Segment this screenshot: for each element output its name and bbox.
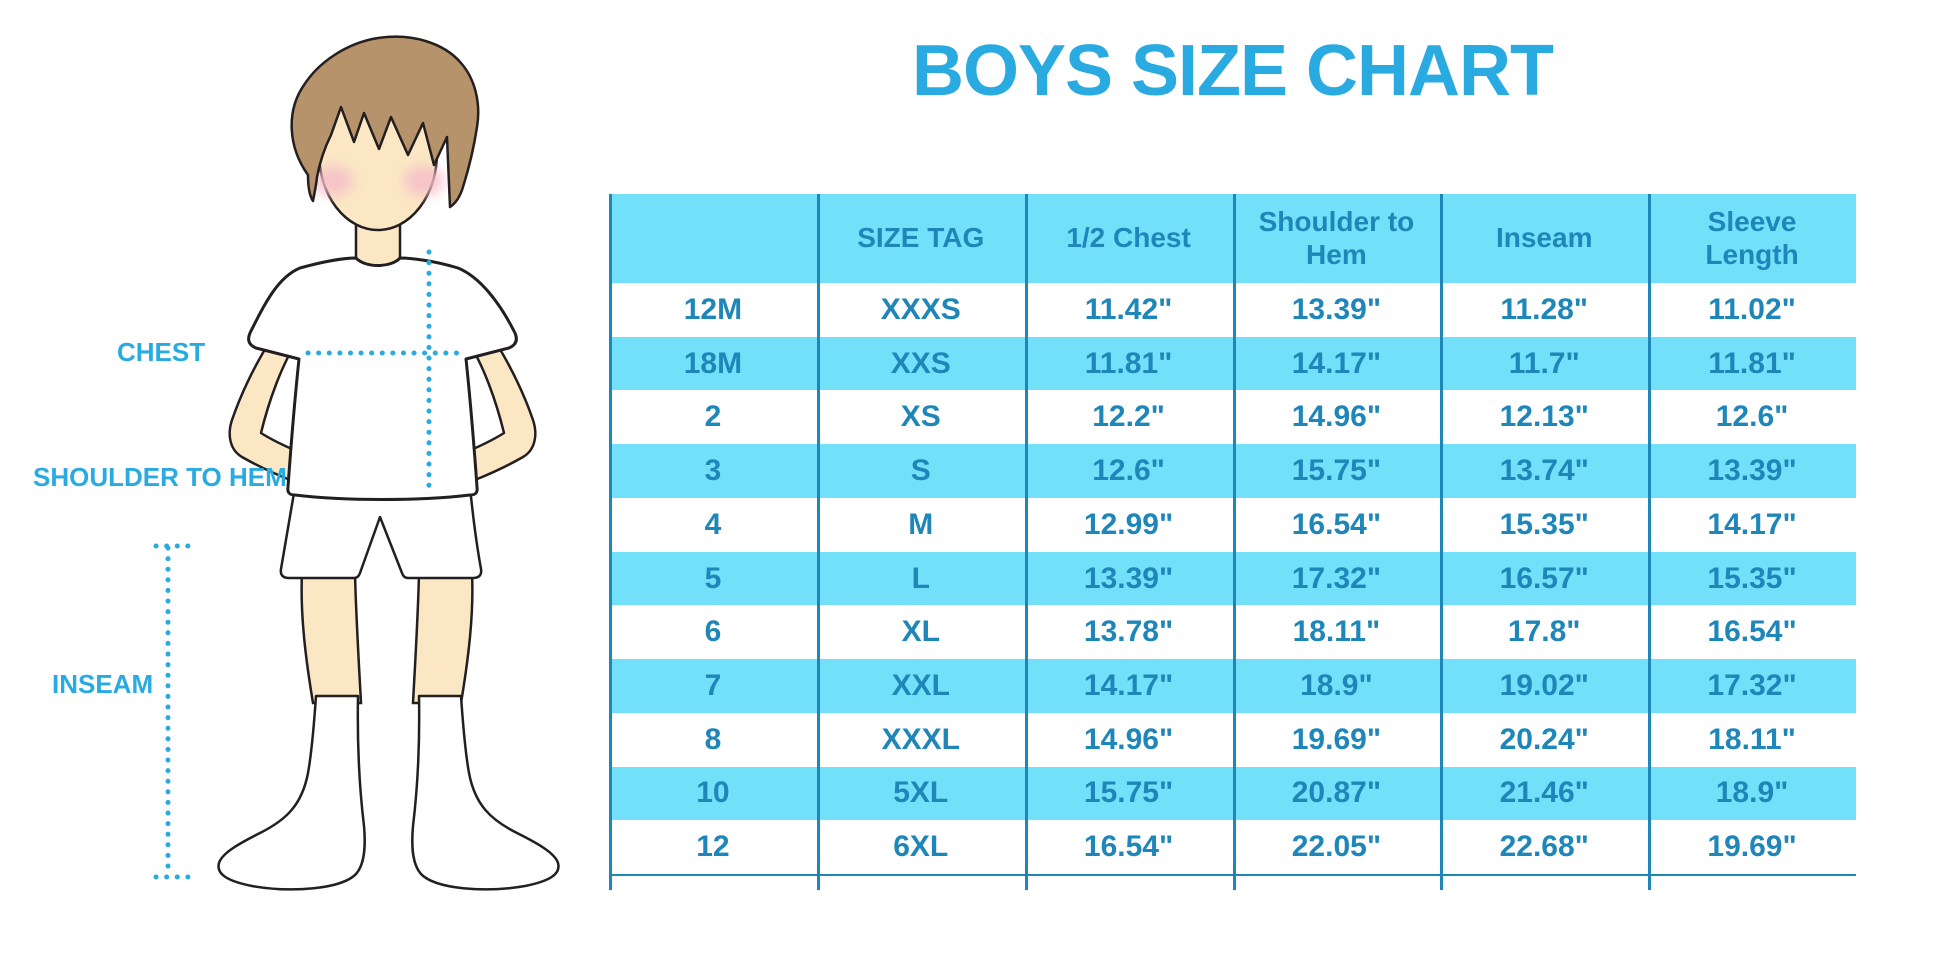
cell-sleeve-length: 18.9" bbox=[1715, 776, 1789, 810]
inseam-label: INSEAM bbox=[52, 669, 154, 699]
cheek-left bbox=[313, 166, 353, 196]
cell-sleeve-length: 11.02" bbox=[1708, 292, 1796, 326]
hair bbox=[290, 35, 480, 209]
column-divider bbox=[1024, 194, 1028, 890]
cell-size-tag: XS bbox=[900, 400, 941, 434]
cell-shoulder-to-hem: 16.54" bbox=[1291, 507, 1382, 541]
table-row: 12 6XL 16.54" 22.05" 22.68" 19.69" bbox=[609, 820, 1856, 874]
cell-inseam: 17.8" bbox=[1507, 615, 1581, 649]
cell-sleeve-length: 11.81" bbox=[1708, 346, 1796, 380]
cell-half-chest: 13.78" bbox=[1083, 615, 1174, 649]
cell-shoulder-to-hem: 14.17" bbox=[1291, 346, 1382, 380]
column-divider bbox=[1440, 194, 1444, 890]
cell-sleeve-length: 19.69" bbox=[1707, 830, 1797, 864]
cell-half-chest: 11.42" bbox=[1084, 292, 1173, 326]
cell-half-chest: 14.17" bbox=[1083, 669, 1174, 702]
cell-age: 12 bbox=[696, 830, 730, 864]
column-divider bbox=[1648, 194, 1652, 890]
cell-inseam: 21.46" bbox=[1499, 776, 1589, 810]
cell-half-chest: 14.96" bbox=[1083, 722, 1174, 756]
cell-size-tag: XXXS bbox=[880, 292, 961, 326]
cell-inseam: 20.24" bbox=[1499, 722, 1589, 756]
cell-shoulder-to-hem: 22.05" bbox=[1291, 830, 1382, 864]
table-row: 8 XXXL 14.96" 19.69" 20.24" 18.11" bbox=[609, 713, 1856, 767]
cell-sleeve-length: 16.54" bbox=[1707, 615, 1797, 649]
cell-size-tag: M bbox=[908, 507, 934, 541]
cell-sleeve-length: 14.17" bbox=[1707, 507, 1797, 541]
cell-sleeve-length: 17.32" bbox=[1707, 669, 1797, 702]
cell-sleeve-length: 18.11" bbox=[1708, 722, 1796, 756]
cell-age: 4 bbox=[704, 507, 722, 541]
cell-shoulder-to-hem: 18.9" bbox=[1300, 669, 1373, 702]
cell-inseam: 11.7" bbox=[1508, 346, 1580, 380]
table-row: 4 M 12.99" 16.54" 15.35" 14.17" bbox=[609, 498, 1856, 552]
cell-half-chest: 12.99" bbox=[1083, 507, 1174, 541]
left-leg bbox=[300, 571, 363, 705]
cell-sleeve-length: 12.6" bbox=[1715, 400, 1789, 434]
header-cell-half-chest: 1/2 Chest bbox=[1066, 222, 1191, 254]
cell-age: 5 bbox=[704, 561, 722, 595]
cell-inseam: 11.28" bbox=[1500, 292, 1589, 326]
table-bottom-border bbox=[609, 874, 1856, 876]
cell-age: 8 bbox=[704, 722, 722, 756]
cell-age: 12M bbox=[683, 292, 743, 326]
cheek-right bbox=[404, 166, 444, 196]
header-cell-size-tag: SIZE TAG bbox=[857, 222, 985, 254]
cell-half-chest: 15.75" bbox=[1083, 776, 1174, 810]
cell-age: 3 bbox=[704, 454, 722, 488]
cell-inseam: 22.68" bbox=[1499, 830, 1589, 864]
cell-half-chest: 16.54" bbox=[1083, 830, 1174, 864]
cell-size-tag: L bbox=[911, 561, 930, 595]
right-leg bbox=[411, 571, 474, 705]
right-sock bbox=[411, 694, 560, 891]
shoulder-to-hem-label: SHOULDER TO HEM bbox=[33, 462, 287, 492]
cell-shoulder-to-hem: 20.87" bbox=[1291, 776, 1382, 810]
table-row: 2 XS 12.2" 14.96" 12.13" 12.6" bbox=[609, 390, 1856, 444]
chest-label: CHEST bbox=[117, 337, 206, 367]
boy-measurement-figure bbox=[153, 35, 560, 891]
cell-age: 2 bbox=[704, 400, 722, 434]
left-sock bbox=[217, 694, 366, 891]
cell-shoulder-to-hem: 18.11" bbox=[1292, 615, 1381, 649]
cell-shoulder-to-hem: 13.39" bbox=[1291, 292, 1382, 326]
cell-shoulder-to-hem: 19.69" bbox=[1291, 722, 1382, 756]
cell-shoulder-to-hem: 14.96" bbox=[1291, 400, 1382, 434]
header-cell-empty bbox=[609, 194, 817, 283]
cell-size-tag: XXL bbox=[891, 669, 950, 702]
table-row: 12M XXXS 11.42" 13.39" 11.28" 11.02" bbox=[609, 283, 1856, 337]
cell-sleeve-length: 15.35" bbox=[1707, 561, 1797, 595]
header-cell-sleeve-length: Sleeve Length bbox=[1705, 206, 1799, 270]
table-row: 6 XL 13.78" 18.11" 17.8" 16.54" bbox=[609, 605, 1856, 659]
cell-half-chest: 11.81" bbox=[1084, 346, 1173, 380]
cell-sleeve-length: 13.39" bbox=[1707, 454, 1797, 488]
page-title: BOYS SIZE CHART bbox=[911, 31, 1554, 111]
cell-size-tag: 5XL bbox=[893, 776, 949, 810]
cell-half-chest: 12.6" bbox=[1092, 454, 1165, 488]
column-divider bbox=[1232, 194, 1236, 890]
t-shirt bbox=[247, 256, 518, 501]
cell-inseam: 13.74" bbox=[1499, 454, 1589, 488]
cell-age: 6 bbox=[704, 615, 722, 649]
cell-age: 10 bbox=[696, 776, 730, 810]
cell-size-tag: 6XL bbox=[893, 830, 949, 864]
boys-size-table: SIZE TAG 1/2 Chest Shoulder to Hem Inseam Sl… bbox=[609, 194, 1856, 890]
cell-half-chest: 13.39" bbox=[1083, 561, 1174, 595]
cell-shoulder-to-hem: 15.75" bbox=[1291, 454, 1382, 488]
cell-size-tag: XL bbox=[901, 615, 940, 649]
header-cell-shoulder-to-hem: Shoulder to Hem bbox=[1258, 206, 1415, 270]
cell-age: 18M bbox=[683, 346, 743, 380]
cell-shoulder-to-hem: 17.32" bbox=[1291, 561, 1382, 595]
cell-age: 7 bbox=[704, 669, 722, 702]
column-divider bbox=[816, 194, 820, 890]
cell-inseam: 19.02" bbox=[1499, 669, 1589, 702]
cell-half-chest: 12.2" bbox=[1092, 400, 1165, 434]
cell-size-tag: XXXL bbox=[881, 722, 960, 756]
cell-size-tag: XXS bbox=[890, 346, 951, 380]
column-divider bbox=[609, 194, 612, 890]
header-cell-inseam: Inseam bbox=[1495, 222, 1593, 254]
cell-inseam: 15.35" bbox=[1499, 507, 1589, 541]
cell-inseam: 12.13" bbox=[1499, 400, 1589, 434]
cell-inseam: 16.57" bbox=[1499, 561, 1589, 595]
cell-size-tag: S bbox=[910, 454, 931, 488]
